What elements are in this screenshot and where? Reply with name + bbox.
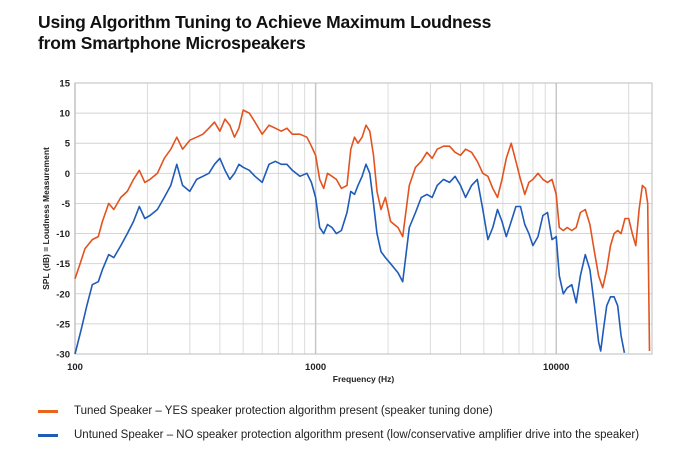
- y-tick-label: 5: [65, 139, 71, 150]
- y-axis-label: SPL (dB) = Loudness Measurement: [41, 147, 51, 290]
- chart-title-line-2: from Smartphone Microspeakers: [38, 33, 306, 53]
- y-tick-label: 10: [59, 109, 70, 120]
- y-tick-label: -25: [56, 319, 70, 330]
- y-tick-label: -30: [56, 350, 70, 361]
- y-tick-label: -10: [56, 229, 70, 240]
- y-tick-label: 15: [59, 79, 70, 90]
- legend-label-untuned: Untuned Speaker – NO speaker protection …: [74, 429, 640, 441]
- x-axis-label: Frequency (Hz): [333, 374, 395, 384]
- chart-title-line-1: Using Algorithm Tuning to Achieve Maximu…: [38, 12, 492, 32]
- legend-item-untuned: Untuned Speaker – NO speaker protection …: [38, 428, 678, 442]
- plot-frame: [74, 82, 653, 355]
- chart-title: Using Algorithm Tuning to Achieve Maximu…: [38, 12, 678, 54]
- legend-swatch-untuned: [38, 434, 58, 437]
- legend-swatch-tuned: [38, 410, 58, 413]
- series-line-untuned: [74, 157, 626, 355]
- legend-label-tuned: Tuned Speaker – YES speaker protection a…: [74, 405, 493, 417]
- series-line-tuned: [74, 109, 651, 352]
- y-tick-label: 0: [65, 169, 70, 180]
- legend-item-tuned: Tuned Speaker – YES speaker protection a…: [38, 404, 678, 418]
- x-tick-label: 100: [67, 362, 83, 373]
- y-tick-label: -20: [56, 289, 70, 300]
- y-tick-label: -5: [62, 199, 71, 210]
- x-tick-label: 10000: [543, 362, 569, 373]
- x-tick-label: 1000: [305, 362, 326, 373]
- y-tick-label: -15: [56, 259, 70, 270]
